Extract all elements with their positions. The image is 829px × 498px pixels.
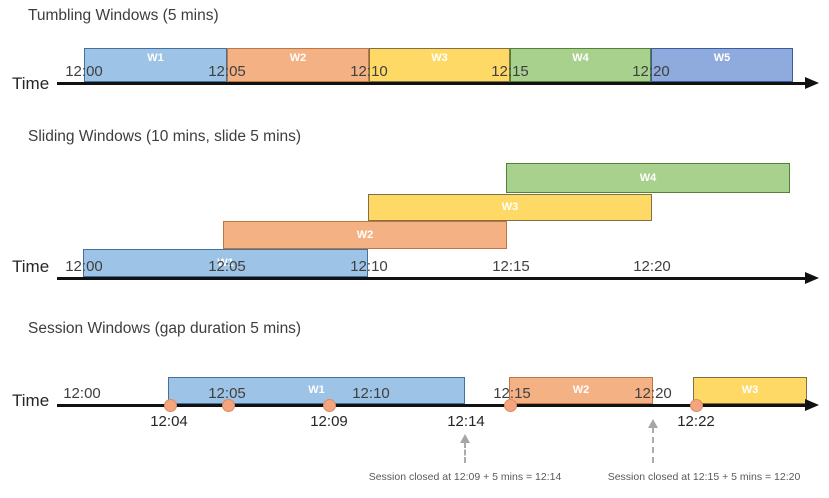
axis-time-label: 12:10 bbox=[350, 63, 388, 80]
window-label-w4: W4 bbox=[639, 171, 657, 184]
axis-time-label: 12:05 bbox=[208, 385, 246, 402]
window-label-w3: W3 bbox=[741, 384, 759, 396]
section-title-tumbling: Tumbling Windows (5 mins) bbox=[28, 7, 219, 24]
window-box-w2 bbox=[509, 377, 653, 404]
event-dot bbox=[323, 398, 336, 412]
window-box-w2 bbox=[223, 221, 507, 249]
time-axis bbox=[57, 82, 806, 85]
axis-time-label: 12:00 bbox=[65, 63, 103, 80]
session-close-arrow-line bbox=[464, 442, 466, 463]
window-label-w2: W2 bbox=[356, 228, 374, 241]
window-label-w3: W3 bbox=[501, 201, 519, 213]
time-axis bbox=[57, 277, 806, 280]
window-box-w4 bbox=[506, 163, 790, 193]
session-close-arrow-line bbox=[652, 427, 654, 463]
axis-time-label: 12:20 bbox=[634, 385, 672, 402]
axis-time-label: 12:15 bbox=[491, 63, 529, 80]
window-label-w1: W1 bbox=[147, 52, 164, 64]
event-time-label: 12:14 bbox=[447, 413, 485, 430]
window-box-w1 bbox=[168, 377, 465, 404]
window-box-w3 bbox=[693, 377, 807, 404]
window-label-w1: W1 bbox=[217, 256, 234, 269]
event-time-label: 12:04 bbox=[150, 413, 188, 430]
session-close-note: Session closed at 12:09 + 5 mins = 12:14 bbox=[368, 471, 562, 483]
axis-time-label: 12:10 bbox=[352, 385, 390, 402]
axis-time-label: 12:20 bbox=[632, 63, 670, 80]
axis-time-label: 12:05 bbox=[208, 63, 246, 80]
window-box-w5 bbox=[651, 48, 793, 82]
axis-time-label: 12:00 bbox=[63, 385, 101, 402]
window-label-w5: W5 bbox=[713, 52, 731, 64]
window-label-w2: W2 bbox=[572, 384, 590, 396]
section-title-session: Session Windows (gap duration 5 mins) bbox=[28, 320, 302, 337]
axis-time-label: 12:05 bbox=[208, 258, 246, 275]
window-box-w2 bbox=[227, 48, 369, 82]
session-close-note: Session closed at 12:15 + 5 mins = 12:20 bbox=[607, 471, 801, 483]
window-box-w4 bbox=[510, 48, 651, 82]
session-close-arrow-head bbox=[460, 434, 470, 443]
axis-time-label: 12:10 bbox=[350, 258, 388, 275]
section-title-sliding: Sliding Windows (10 mins, slide 5 mins) bbox=[28, 128, 302, 145]
event-time-label: 12:22 bbox=[677, 413, 715, 430]
event-dot bbox=[690, 398, 703, 412]
window-label-w4: W4 bbox=[572, 52, 589, 64]
window-box-w3 bbox=[369, 48, 510, 82]
window-label-w2: W2 bbox=[289, 52, 307, 64]
event-dot bbox=[164, 398, 177, 412]
axis-time-label: 12:15 bbox=[493, 385, 531, 402]
axis-time-label: 12:20 bbox=[633, 258, 671, 275]
time-axis-arrowhead bbox=[805, 271, 819, 284]
window-box-w1 bbox=[83, 249, 368, 277]
time-axis-arrowhead bbox=[805, 76, 819, 89]
time-axis-caption: Time bbox=[12, 74, 50, 93]
event-dot bbox=[504, 398, 517, 412]
window-box-w3 bbox=[368, 194, 652, 221]
time-axis bbox=[57, 404, 806, 407]
axis-time-label: 12:00 bbox=[65, 258, 103, 275]
time-axis-caption: Time bbox=[12, 391, 50, 410]
axis-time-label: 12:15 bbox=[492, 258, 530, 275]
event-time-label: 12:09 bbox=[310, 413, 348, 430]
time-axis-arrowhead bbox=[805, 398, 819, 411]
window-label-w1: W1 bbox=[308, 384, 325, 396]
window-box-w1 bbox=[84, 48, 227, 82]
time-axis-caption: Time bbox=[12, 257, 50, 276]
window-label-w3: W3 bbox=[431, 52, 448, 64]
session-close-arrow-head bbox=[648, 419, 658, 428]
event-dot bbox=[222, 398, 235, 412]
